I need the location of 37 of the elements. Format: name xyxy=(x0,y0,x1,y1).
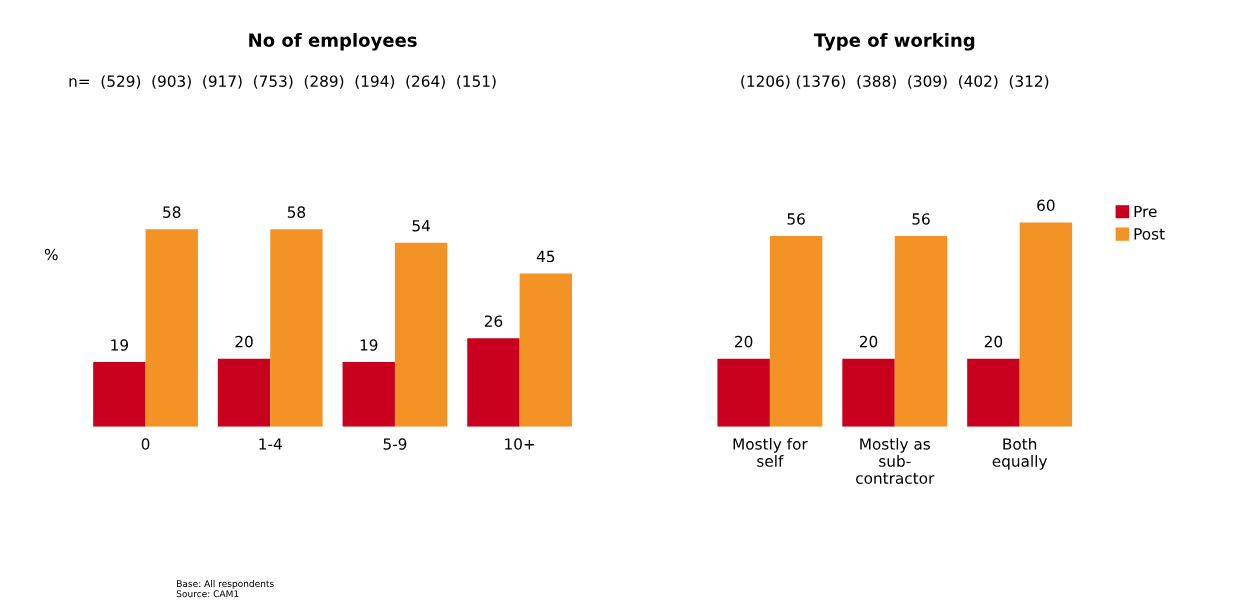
data-label: 26 xyxy=(484,315,503,327)
y-axis-title: % xyxy=(44,248,58,261)
legend-label: Pre xyxy=(1134,205,1157,218)
chart-title: No of employees xyxy=(249,33,417,51)
data-label: 45 xyxy=(536,250,555,263)
data-label: 56 xyxy=(787,213,805,225)
data-label: 19 xyxy=(111,339,129,351)
data-label: 58 xyxy=(163,206,181,218)
bar xyxy=(145,229,198,427)
x-tick-label: Mostly as sub- contractor xyxy=(856,437,935,484)
x-tick-label: 0 xyxy=(141,438,150,450)
bar xyxy=(270,229,323,427)
data-label: 20 xyxy=(735,335,753,348)
x-tick-label: Mostly for self xyxy=(733,437,808,467)
chart-title: Type of working xyxy=(813,33,975,51)
x-tick-label: 10+ xyxy=(505,438,535,450)
bar xyxy=(217,358,271,427)
bar xyxy=(519,273,572,427)
data-label: 20 xyxy=(984,335,1003,348)
data-label: 56 xyxy=(912,213,930,225)
data-label: 54 xyxy=(412,220,430,232)
x-tick-label: 5-9 xyxy=(383,438,407,450)
x-tick-label: Both equally xyxy=(992,437,1048,470)
data-label: 60 xyxy=(1037,199,1055,212)
data-label: 58 xyxy=(287,206,306,218)
bar xyxy=(342,362,395,427)
bar xyxy=(467,338,520,427)
bar xyxy=(394,242,448,427)
data-label: 20 xyxy=(235,335,253,348)
bar xyxy=(93,362,146,427)
text: n= (529) (903) (917) (753) (289) (194) (264) (151) xyxy=(69,75,496,89)
data-label: 20 xyxy=(859,335,878,348)
x-tick-label: 1-4 xyxy=(259,438,282,450)
legend-label: Post xyxy=(1134,228,1165,240)
text: Base: All respondents Source: CAM1 xyxy=(176,580,274,598)
data-label: 19 xyxy=(360,339,378,351)
text: (1206) (1376) (388) (309) (402) (312) xyxy=(741,75,1049,89)
